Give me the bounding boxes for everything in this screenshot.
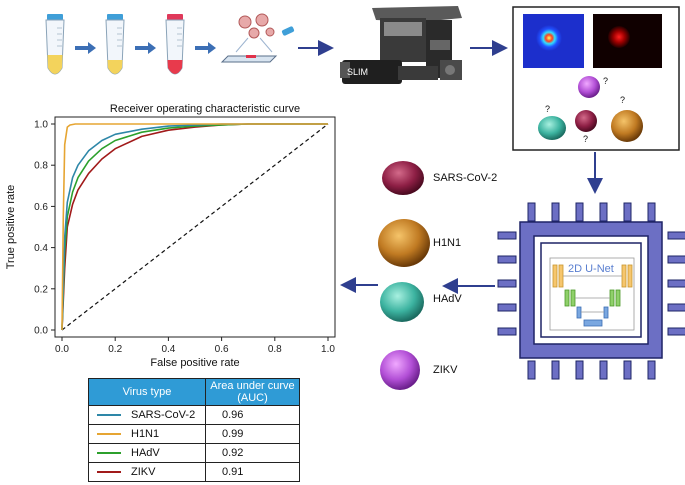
question-mark-4: ? <box>583 134 589 144</box>
header-virus-type: Virus type <box>88 378 206 406</box>
question-mark-2: ? <box>545 104 551 114</box>
y-tick-label: 1.0 <box>34 120 48 131</box>
chance-diagonal <box>61 123 329 331</box>
y-tick-label: 0.8 <box>34 161 48 172</box>
panel-virus-hadv <box>538 116 566 140</box>
virus-name-cell: HAdV <box>88 443 206 463</box>
auc-table-row: ZIKV 0.91 <box>88 462 300 482</box>
legend-swatch <box>97 433 121 435</box>
auc-table: Virus type Area under curve (AUC) SARS-C… <box>88 378 300 482</box>
virus-label-sars: SARS-CoV-2 <box>433 172 498 184</box>
virus-name-cell: ZIKV <box>88 462 206 482</box>
auc-value-cell: 0.91 <box>205 462 300 482</box>
roc-curve-h1n1 <box>61 123 328 331</box>
virus-hadv-image <box>380 282 424 322</box>
unet-diagram <box>549 257 635 331</box>
x-tick-label: 1.0 <box>321 344 335 355</box>
sample-tube-3 <box>165 14 185 75</box>
auc-table-row: HAdV 0.92 <box>88 443 300 463</box>
virus-name: ZIKV <box>131 466 156 478</box>
roc-chart-title: Receiver operating characteristic curve <box>109 103 301 115</box>
slide-preparation-icon <box>220 13 295 63</box>
question-mark-3: ? <box>620 95 626 105</box>
slim-microscope-image <box>338 4 468 88</box>
neural-network-chip <box>497 202 685 380</box>
roc-chart: 0.0 0.2 0.4 0.6 0.8 1.0 0.0 0.2 0.4 0.6 0.8 1.0 Fals… <box>5 116 336 369</box>
red-signal-spot <box>608 26 630 48</box>
auc-value-cell: 0.96 <box>205 405 300 425</box>
virus-zikv-image <box>380 350 420 390</box>
panel-virus-sars <box>575 110 597 132</box>
y-tick-label: 0.4 <box>34 243 48 254</box>
virus-label-zikv: ZIKV <box>433 364 458 376</box>
question-mark-1: ? <box>603 76 609 86</box>
panel-virus-h1n1 <box>611 110 643 142</box>
blue-signal-spot <box>536 25 562 51</box>
legend-swatch <box>97 471 121 473</box>
legend-swatch <box>97 414 121 416</box>
legend-swatch <box>97 452 121 454</box>
virus-label-h1n1: H1N1 <box>433 237 462 249</box>
arrow-tube2-tube3 <box>135 42 156 54</box>
sample-tube-2 <box>105 14 125 75</box>
y-axis-label: True positive rate <box>5 185 17 270</box>
auc-table-row: SARS-CoV-2 0.96 <box>88 405 300 425</box>
x-tick-label: 0.8 <box>268 344 282 355</box>
y-tick-label: 0.6 <box>34 202 48 213</box>
x-tick-label: 0.4 <box>161 344 175 355</box>
panel-virus-zikv <box>578 76 600 98</box>
x-tick-label: 0.2 <box>108 344 122 355</box>
virus-name-cell: SARS-CoV-2 <box>88 405 206 425</box>
virus-sars-image <box>382 161 424 195</box>
arrow-tube1-tube2 <box>75 42 96 54</box>
sample-tube-1 <box>45 14 65 75</box>
x-axis-label: False positive rate <box>150 357 239 369</box>
auc-table-row: H1N1 0.99 <box>88 424 300 444</box>
auc-value-cell: 0.92 <box>205 443 300 463</box>
virus-name: HAdV <box>131 447 160 459</box>
arrow-tube3-slide <box>195 42 216 54</box>
virus-name: H1N1 <box>131 428 160 440</box>
auc-value-cell: 0.99 <box>205 424 300 444</box>
slim-label: SLIM <box>347 67 369 77</box>
y-tick-label: 0.2 <box>34 284 48 295</box>
roc-curve-hadv <box>61 123 328 331</box>
y-tick-label: 0.0 <box>34 326 48 337</box>
x-tick-label: 0.6 <box>215 344 229 355</box>
virus-name: SARS-CoV-2 <box>131 409 196 421</box>
unet-label: 2D U-Net <box>568 263 614 275</box>
virus-label-hadv: HAdV <box>433 293 462 305</box>
x-tick-label: 0.0 <box>55 344 69 355</box>
header-auc: Area under curve (AUC) <box>205 378 300 406</box>
virus-h1n1-image <box>378 219 430 267</box>
virus-name-cell: H1N1 <box>88 424 206 444</box>
